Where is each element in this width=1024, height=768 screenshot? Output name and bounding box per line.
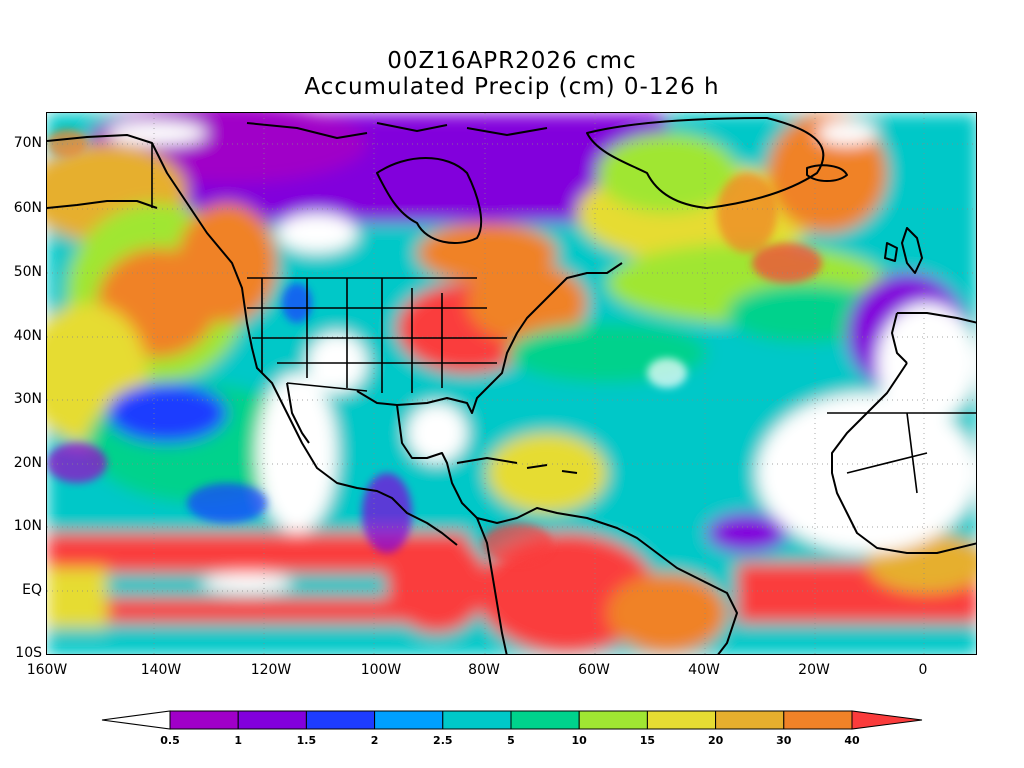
colorbar-cell [374, 710, 444, 730]
lat-label-60n: 60N [13, 200, 42, 216]
colorbar-cell [578, 710, 648, 730]
colorbar-cell [783, 710, 853, 730]
colorbar-cell [442, 710, 512, 730]
colorbar-label: 5 [507, 734, 515, 747]
colorbar-label: 40 [844, 734, 860, 747]
lat-label-50n: 50N [13, 264, 42, 280]
lat-label-30n: 30N [13, 391, 42, 407]
precip-field [47, 113, 976, 654]
colorbar-label: 15 [639, 734, 656, 747]
lon-label-80w: 80W [468, 662, 500, 678]
colorbar-cell [237, 710, 307, 730]
lat-label-eq: EQ [22, 582, 42, 598]
lat-label-70n: 70N [13, 135, 42, 151]
precip-detail [47, 129, 822, 563]
colorbar-cell [169, 710, 239, 730]
graticule [47, 113, 976, 654]
lon-label-0: 0 [918, 662, 928, 678]
lat-label-40n: 40N [13, 328, 42, 344]
colorbar-cell [715, 710, 785, 730]
colorbar-label: 10 [571, 734, 587, 747]
colorbar-cell [305, 710, 376, 730]
colorbar-label: 1.5 [296, 734, 317, 747]
lon-label-100w: 100W [360, 662, 402, 678]
lon-label-60w: 60W [578, 662, 610, 678]
lat-label-10n: 10N [13, 518, 42, 534]
colorbar-cell [646, 710, 717, 730]
precip-map [46, 112, 977, 655]
colorbar [101, 710, 923, 730]
colorbar-cell [510, 710, 580, 730]
colorbar-label: 0.5 [160, 734, 180, 747]
colorbar-label: 30 [776, 734, 792, 747]
lat-label-10s: 10S [15, 645, 42, 661]
colorbar-label: 1 [234, 734, 243, 747]
chart-title-line-1: 00Z16APR2026 cmc [387, 48, 637, 74]
colorbar-label: 2.5 [433, 734, 453, 747]
colorbar-label: 20 [707, 734, 724, 747]
colorbar-arrow-low [101, 710, 171, 730]
lat-label-20n: 20N [13, 455, 42, 471]
lon-label-40w: 40W [688, 662, 720, 678]
chart-title-line-2: Accumulated Precip (cm) 0-126 h [304, 74, 720, 100]
lon-label-20w: 20W [798, 662, 830, 678]
political-borders [151, 143, 976, 494]
lon-label-160w: 160W [26, 662, 68, 678]
colorbar-arrow-high [851, 710, 923, 730]
colorbar-label: 2 [370, 734, 379, 747]
lon-label-120w: 120W [250, 662, 292, 678]
lon-label-140w: 140W [140, 662, 182, 678]
